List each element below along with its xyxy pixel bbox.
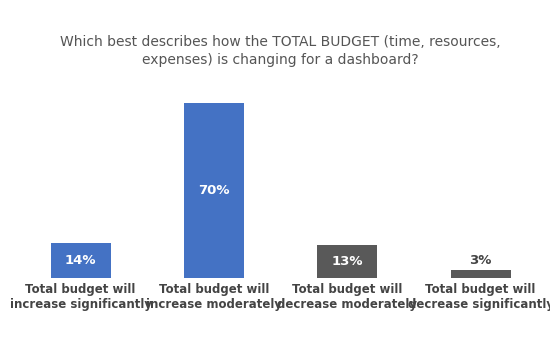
Text: 70%: 70%: [198, 184, 229, 197]
Bar: [317, 245, 377, 278]
Text: 13%: 13%: [332, 255, 363, 268]
Bar: [51, 243, 111, 278]
Text: 3%: 3%: [469, 254, 492, 267]
Title: Which best describes how the TOTAL BUDGET (time, resources,
expenses) is changin: Which best describes how the TOTAL BUDGE…: [60, 35, 501, 67]
Text: 14%: 14%: [65, 254, 96, 267]
Bar: [450, 270, 510, 278]
Bar: [184, 103, 244, 278]
